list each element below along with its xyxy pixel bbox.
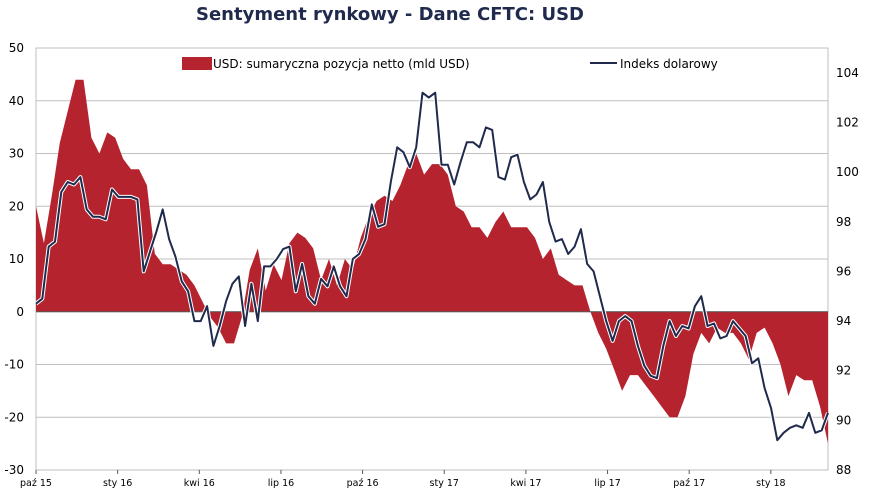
y-left-tick-label: 30	[9, 147, 24, 161]
y-right-tick-label: 88	[836, 463, 851, 477]
y-right-tick-label: 94	[836, 314, 851, 328]
legend-swatch-area	[182, 57, 212, 70]
x-tick-label: sty 16	[103, 478, 132, 489]
x-tick-label: sty 17	[430, 478, 459, 489]
x-tick-label: kwi 17	[510, 478, 541, 489]
x-tick-label: lip 17	[594, 478, 620, 489]
y-left-tick-label: 40	[9, 94, 24, 108]
y-left-tick-label: 50	[9, 41, 24, 55]
area-series-usd-net-position	[36, 79, 828, 444]
y-left-tick-label: -30	[4, 463, 24, 477]
legend-label-area: USD: sumaryczna pozycja netto (mld USD)	[213, 57, 470, 71]
x-tick-label: paź 15	[20, 478, 52, 489]
legend-label-line: Indeks dolarowy	[620, 57, 718, 71]
y-left-tick-label: -20	[4, 410, 24, 424]
y-right-tick-label: 104	[836, 66, 859, 80]
x-tick-label: paź 17	[673, 478, 705, 489]
y-right-tick-label: 90	[836, 413, 851, 427]
y-left-tick-label: 10	[9, 252, 24, 266]
chart-title: Sentyment rynkowy - Dane CFTC: USD	[196, 4, 584, 25]
y-left-tick-label: 0	[16, 305, 24, 319]
x-tick-label: sty 18	[756, 478, 785, 489]
y-right-tick-label: 98	[836, 215, 851, 229]
x-tick-label: paź 16	[347, 478, 379, 489]
y-right-tick-label: 100	[836, 165, 859, 179]
y-right-tick-label: 102	[836, 115, 859, 129]
x-tick-label: kwi 16	[184, 478, 215, 489]
y-right-tick-label: 96	[836, 264, 851, 278]
y-right-tick-label: 92	[836, 364, 851, 378]
line-series-dollar-index	[35, 91, 829, 442]
y-left-tick-label: -10	[4, 358, 24, 372]
x-tick-label: lip 16	[268, 478, 294, 489]
y-left-tick-label: 20	[9, 199, 24, 213]
